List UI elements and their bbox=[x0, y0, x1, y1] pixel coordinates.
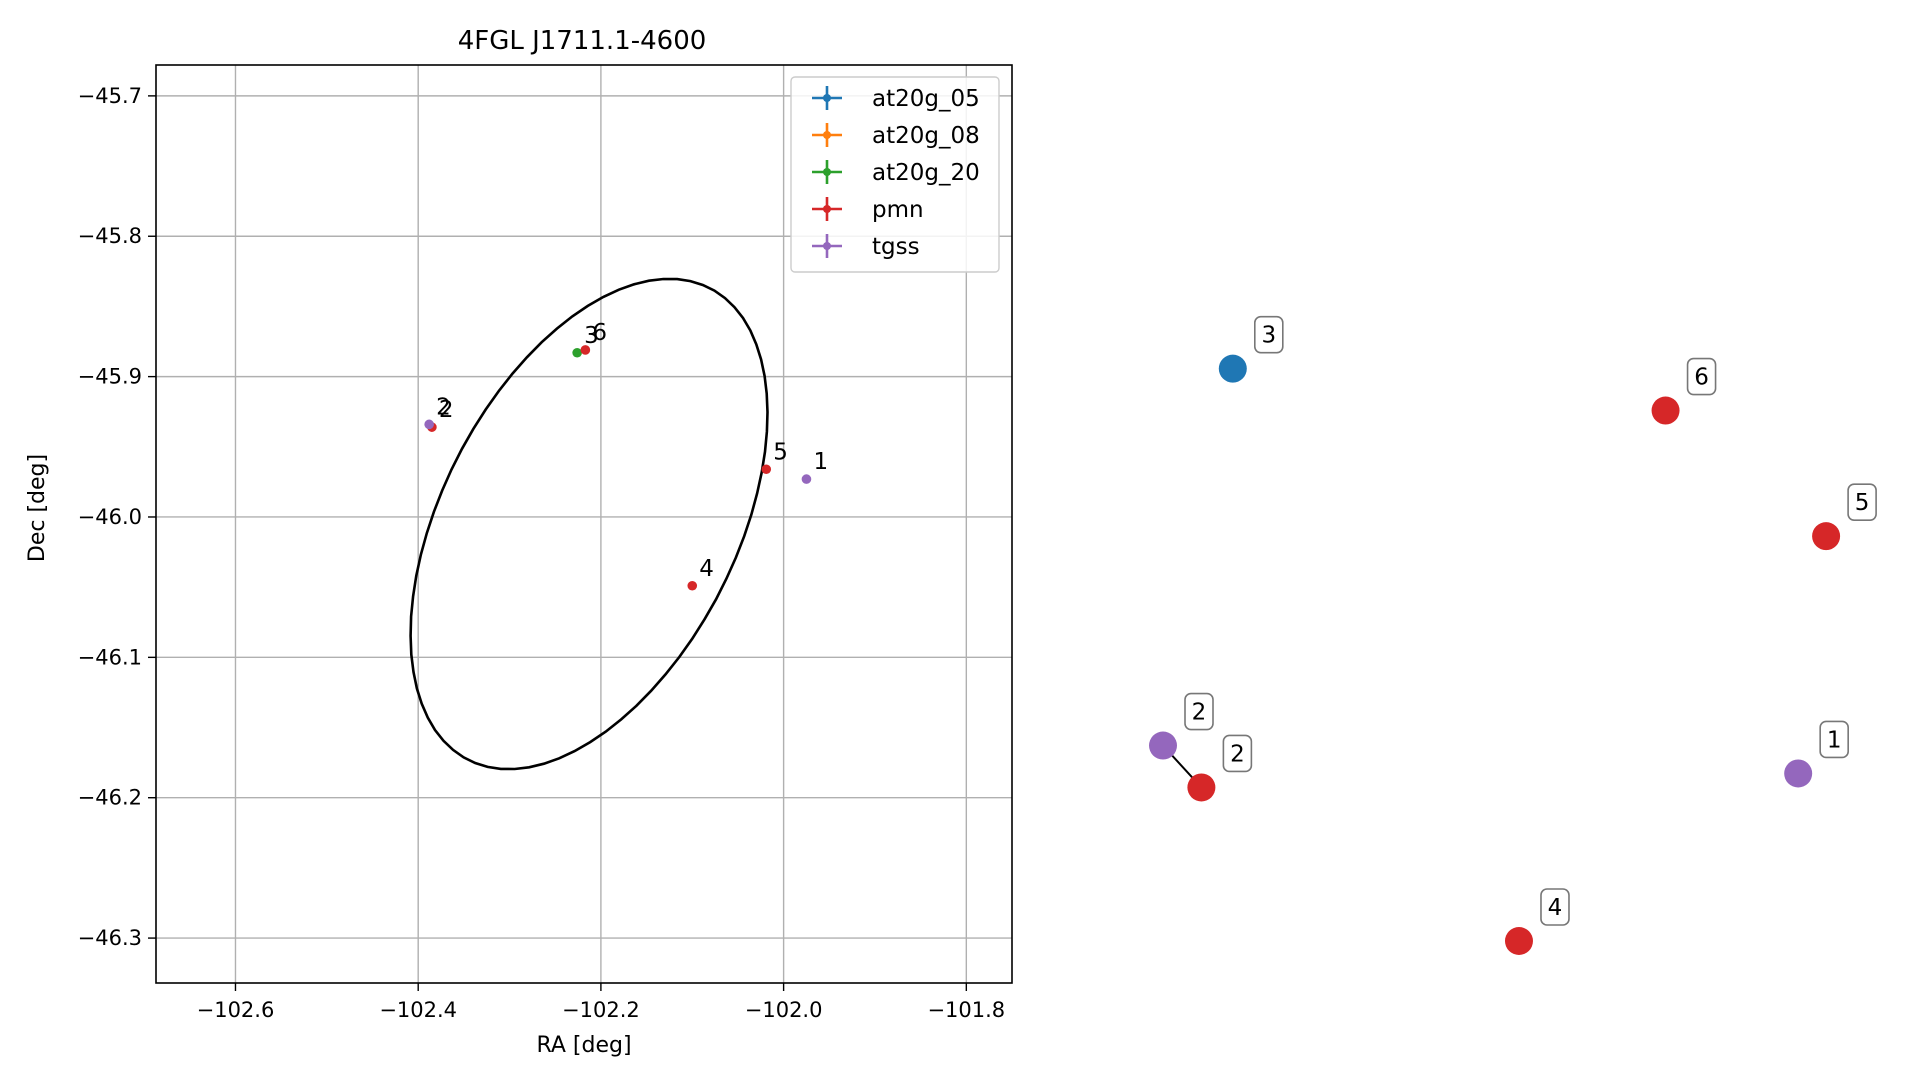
y-tick-label: −45.8 bbox=[78, 224, 142, 248]
x-axis-label: RA [deg] bbox=[536, 1033, 631, 1058]
source-point-tgss bbox=[424, 419, 434, 430]
legend-marker-dot bbox=[823, 242, 831, 250]
source-point-pmn bbox=[761, 464, 772, 475]
x-tick-label: −102.0 bbox=[745, 998, 823, 1022]
legend-marker-dot bbox=[823, 131, 831, 139]
association-badge bbox=[1540, 888, 1570, 926]
association-badge-label: 3 bbox=[1261, 323, 1276, 349]
legend-label-at20g_08: at20g_08 bbox=[872, 123, 980, 149]
association-badge bbox=[1686, 357, 1717, 396]
association-map-panel: 3 6 5 22 1 4 bbox=[1149, 315, 1877, 955]
association-node bbox=[1651, 396, 1680, 425]
legend-marker-dot bbox=[823, 94, 831, 102]
association-badge-label: 2 bbox=[1230, 741, 1245, 767]
y-axis-label: Dec [deg] bbox=[25, 454, 50, 562]
association-badge-label: 1 bbox=[1827, 727, 1842, 753]
error-ellipse-layer bbox=[409, 277, 769, 771]
source-point-label: 2 bbox=[436, 394, 451, 420]
source-point-pmn bbox=[687, 580, 698, 591]
source-point-pmn bbox=[580, 345, 591, 355]
source-point-label: 4 bbox=[699, 556, 714, 582]
x-tick-label: −102.6 bbox=[197, 998, 275, 1022]
y-tick-label: −45.7 bbox=[78, 84, 142, 108]
association-badge-label: 4 bbox=[1548, 895, 1563, 921]
association-node bbox=[1187, 773, 1216, 802]
y-tick-label: −46.3 bbox=[78, 926, 142, 950]
source-point-label: 3 bbox=[584, 323, 599, 349]
association-badge bbox=[1254, 315, 1284, 354]
legend-marker-dot bbox=[823, 205, 831, 213]
association-badge bbox=[1847, 483, 1877, 521]
x-tick-label: −102.2 bbox=[562, 998, 640, 1022]
error-ellipse bbox=[409, 277, 769, 771]
association-node bbox=[1149, 731, 1177, 760]
y-tick-label: −46.0 bbox=[78, 505, 142, 529]
x-tick-label: −101.8 bbox=[927, 998, 1005, 1022]
association-node bbox=[1812, 522, 1841, 551]
association-node bbox=[1218, 354, 1247, 383]
legend-label-tgss: tgss bbox=[872, 234, 920, 260]
association-node bbox=[1784, 759, 1813, 788]
source-point-label: 6 bbox=[592, 320, 607, 346]
association-badge bbox=[1819, 720, 1849, 759]
association-node bbox=[1504, 927, 1533, 955]
legend-label-at20g_05: at20g_05 bbox=[872, 86, 980, 112]
source-point-at20g_20 bbox=[572, 347, 582, 358]
association-badge bbox=[1222, 734, 1253, 773]
y-tick-label: −46.2 bbox=[78, 786, 142, 810]
y-tick-label: −46.1 bbox=[78, 645, 142, 669]
source-point-tgss bbox=[801, 474, 812, 484]
association-badge-label: 6 bbox=[1694, 365, 1709, 391]
chart-title: 4FGL J1711.1-4600 bbox=[458, 26, 707, 56]
y-tick-label: −45.9 bbox=[78, 365, 142, 389]
source-point-label: 2 bbox=[439, 397, 454, 423]
association-badge bbox=[1184, 692, 1214, 731]
source-point-label: 1 bbox=[813, 449, 828, 475]
y-axis-ticks: −45.7 −45.8 −45.9 −46.0 −46.1 −46.2 −46.3 bbox=[78, 84, 156, 950]
legend-label-at20g_20: at20g_20 bbox=[872, 160, 980, 186]
association-badge-label: 5 bbox=[1855, 490, 1870, 516]
x-axis-ticks: −102.6 −102.4 −102.2 −102.0 −101.8 bbox=[197, 983, 1005, 1022]
x-tick-label: −102.4 bbox=[379, 998, 457, 1022]
legend-marker-dot bbox=[823, 168, 831, 176]
association-badge-label: 2 bbox=[1192, 700, 1207, 726]
legend-box bbox=[790, 76, 1000, 273]
legend-label-pmn: pmn bbox=[872, 197, 924, 223]
source-point-label: 5 bbox=[773, 439, 788, 465]
plot-area-frame bbox=[155, 64, 1013, 984]
